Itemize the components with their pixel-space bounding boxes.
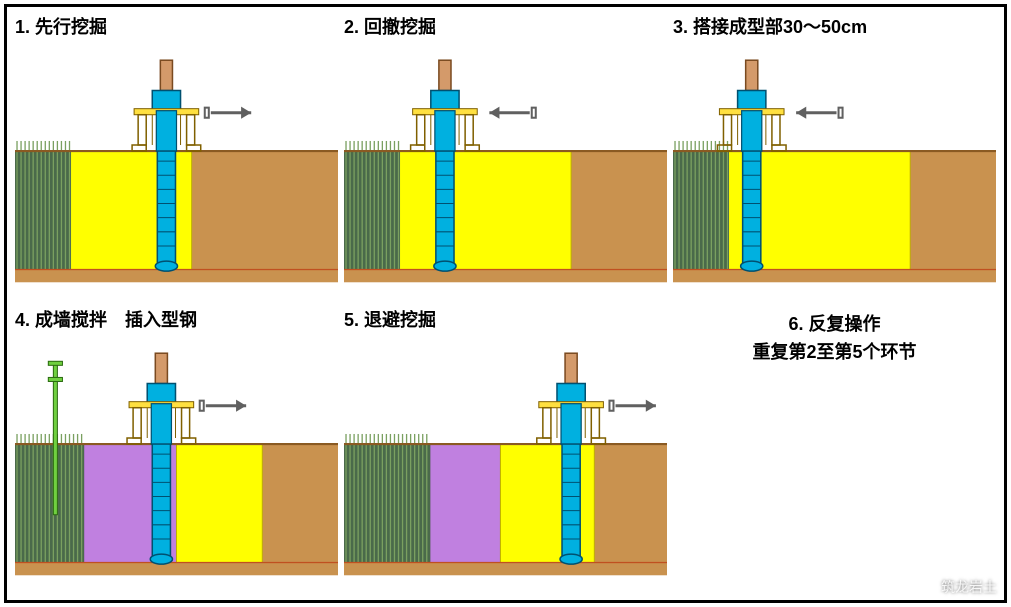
diagram-1	[15, 45, 338, 298]
panel-title-5: 5. 退避挖掘	[344, 306, 667, 332]
panel-4: 4. 成墙搅拌 插入型钢	[15, 306, 338, 591]
panel-1: 1. 先行挖掘	[15, 13, 338, 298]
panel6-line2: 重复第2至第5个环节	[673, 338, 996, 367]
diagram-3	[673, 45, 996, 298]
panel-title-1: 1. 先行挖掘	[15, 13, 338, 39]
panel-5: 5. 退避挖掘	[344, 306, 667, 591]
panel-title-2: 2. 回撤挖掘	[344, 13, 667, 39]
diagram-5	[344, 338, 667, 591]
panel-title-3: 3. 搭接成型部30～50cm	[673, 13, 996, 39]
panel-3: 3. 搭接成型部30～50cm	[673, 13, 996, 298]
panel-2: 2. 回撤挖掘	[344, 13, 667, 298]
panel6-line1: 6. 反复操作	[673, 310, 996, 339]
panel-title-4: 4. 成墙搅拌 插入型钢	[15, 306, 338, 332]
diagram-2	[344, 45, 667, 298]
panel-6: 6. 反复操作 重复第2至第5个环节	[673, 306, 996, 591]
diagram-4	[15, 338, 338, 591]
